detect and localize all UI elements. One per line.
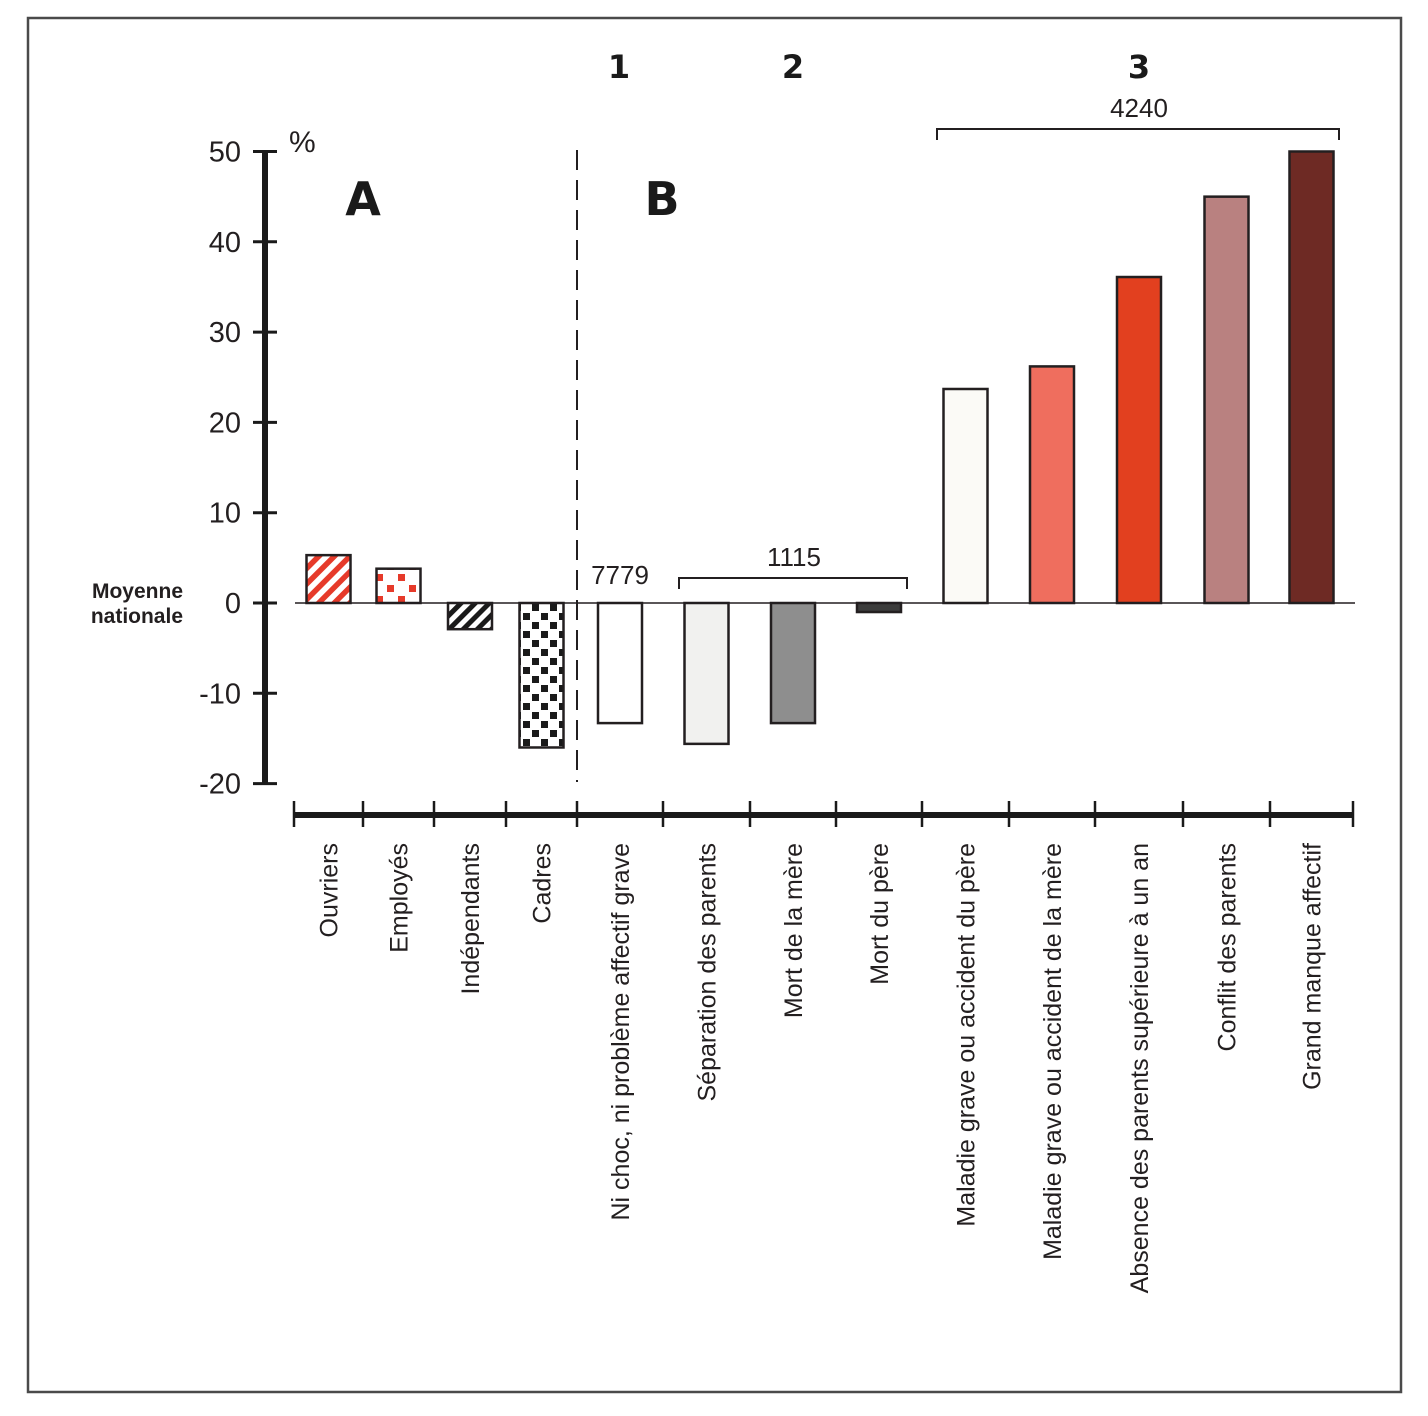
chart-frame: [26, 16, 1403, 1394]
category-label: Conflit des parents: [1214, 843, 1242, 1051]
x-axis: [292, 801, 1355, 827]
group-bracket-3: [936, 128, 1340, 140]
bar: [1203, 195, 1250, 605]
category-label: Cadres: [529, 843, 557, 924]
group-count-3: 4240: [1110, 93, 1168, 123]
category-label: Maladie grave ou accident de la mère: [1039, 843, 1067, 1260]
category-label: Indépendants: [457, 843, 485, 995]
y-tick-label: 40: [209, 227, 241, 259]
y-tick-label: -10: [199, 678, 241, 710]
bar: [596, 601, 644, 725]
category-label: Séparation des parents: [694, 843, 722, 1102]
bar: [769, 601, 817, 725]
y-tick-label: 20: [209, 407, 241, 439]
bar: [1288, 150, 1335, 605]
category-label: Employés: [386, 843, 414, 953]
reference-line-label-2: nationale: [91, 605, 183, 628]
bar: [1028, 365, 1076, 605]
group-label-2: 2: [782, 48, 804, 86]
bar: [855, 601, 903, 614]
group-count-1: 7779: [591, 560, 649, 590]
bar: [1115, 275, 1163, 605]
reference-line-label-1: Moyenne: [92, 580, 183, 603]
section-label-b: B: [644, 172, 679, 226]
category-label: Maladie grave ou accident du père: [953, 843, 981, 1227]
bar: [518, 601, 565, 749]
group-bracket-2: [678, 577, 908, 589]
y-tick-label: 50: [209, 137, 241, 169]
bar: [375, 567, 422, 605]
y-tick-label: 0: [225, 588, 241, 620]
section-label-a: A: [345, 172, 381, 226]
category-label: Mort du père: [866, 843, 894, 985]
category-labels: Ouvriers Employés Indépendants Cadres Ni cho…: [316, 843, 1327, 1293]
y-axis-unit-label: %: [289, 126, 316, 159]
y-tick-label: 10: [209, 498, 241, 530]
bar: [446, 601, 494, 631]
y-tick-label: -20: [199, 769, 241, 801]
category-label: Absence des parents supérieure à un an: [1126, 843, 1154, 1293]
bar: [683, 601, 730, 746]
category-label: Mort de la mère: [780, 843, 808, 1018]
category-label: Grand manque affectif: [1299, 843, 1327, 1090]
y-axis: 50 40 30 20 10 0 -10 -20: [199, 137, 277, 801]
category-label: Ni choc, ni problème affectif grave: [607, 843, 635, 1221]
bar: [305, 553, 352, 605]
category-label: Ouvriers: [316, 843, 344, 937]
bar: [942, 387, 989, 605]
group-count-2: 1115: [767, 542, 821, 572]
y-tick-label: 30: [209, 317, 241, 349]
group-label-1: 1: [608, 48, 630, 86]
bars: [305, 150, 1335, 749]
group-label-3: 3: [1128, 48, 1150, 86]
